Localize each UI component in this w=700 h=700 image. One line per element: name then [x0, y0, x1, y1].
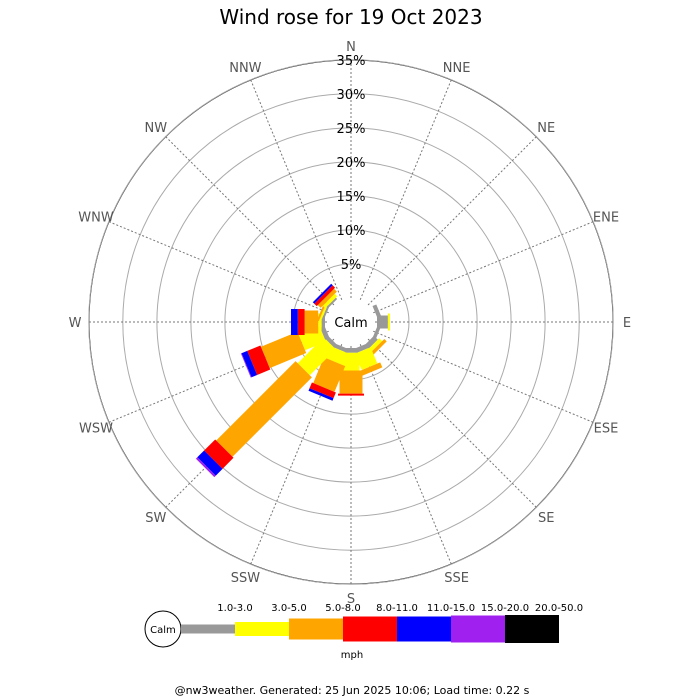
- radial-tick-label: 10%: [337, 224, 366, 239]
- radial-tick-label: 35%: [337, 54, 366, 69]
- legend-band-label: 3.0-5.0: [271, 603, 306, 614]
- legend-unit-label: mph: [341, 650, 363, 661]
- direction-label-w: W: [69, 316, 82, 331]
- bar-wsw-8.0-11.0: [247, 345, 271, 375]
- bar-nw-11.0-15.0: [312, 283, 333, 304]
- bar-wsw-5.0-8.0: [261, 331, 307, 369]
- bar-e-1.0-3.0: [377, 315, 388, 329]
- speed-legend: Calm mph 1.0-3.0 3.0-5.0 5.0-8.0 8.0-11.0 11…: [144, 603, 583, 661]
- direction-label-nne: NNE: [443, 61, 471, 76]
- direction-label-wnw: WNW: [78, 210, 114, 225]
- bar-ssw-11.0-15.0: [308, 388, 334, 401]
- radial-tick-label: 5%: [341, 258, 362, 273]
- calm-label: Calm: [334, 316, 367, 331]
- calm-circle: [327, 298, 375, 346]
- direction-label-ssw: SSW: [231, 571, 261, 586]
- bar-w-11.0-15.0: [291, 309, 298, 335]
- direction-label-sse: SSE: [444, 571, 469, 586]
- grid-circle-3: [224, 195, 478, 449]
- bar-w-1.0-3.0: [321, 315, 325, 329]
- bar-se-1.0-3.0: [364, 335, 378, 349]
- legend-swatch-11.0-15.0: [397, 616, 451, 642]
- bar-sw-15.0-20.0: [195, 457, 216, 478]
- bar-sw-11.0-15.0: [197, 450, 223, 476]
- bar-ssw-1.0-3.0: [333, 343, 348, 353]
- direction-label-nnw: NNW: [229, 61, 261, 76]
- legend-calm-label: Calm: [150, 625, 176, 636]
- bar-ese-1.0-3.0: [372, 325, 381, 340]
- calm-center: Calm: [327, 298, 375, 346]
- bar-nw-5.0-8.0: [317, 288, 337, 308]
- direction-label-nw: NW: [145, 121, 168, 136]
- legend-swatch-8.0-11.0: [343, 616, 397, 642]
- bar-sw-5.0-8.0: [216, 361, 312, 457]
- wind-bars: [195, 283, 390, 478]
- bar-s-3.0-5.0: [342, 352, 360, 371]
- bar-wsw-11.0-15.0: [241, 350, 258, 378]
- bar-sse-1.0-3.0: [354, 343, 369, 353]
- direction-label-e: E: [623, 316, 631, 331]
- legend-swatch-3.0-5.0: [235, 622, 289, 636]
- legend-band-label: 11.0-15.0: [427, 603, 475, 614]
- radial-tick-labels: 5% 10% 15% 20% 25% 30% 35%: [337, 54, 366, 273]
- bar-nw-3.0-5.0: [322, 293, 338, 309]
- footer-text: @nw3weather. Generated: 25 Jun 2025 10:0…: [175, 684, 530, 697]
- bar-wsw-1.0-3.0: [320, 325, 330, 340]
- grid-circle-5: [156, 127, 546, 517]
- direction-label-n: N: [346, 40, 356, 55]
- legend-band-label: 15.0-20.0: [481, 603, 529, 614]
- legend-band-label: 5.0-8.0: [325, 603, 360, 614]
- bar-e-3.0-5.0: [387, 313, 390, 331]
- legend-swatch-20.0-50.0: [505, 615, 559, 643]
- bar-ssw-8.0-11.0: [309, 382, 336, 399]
- grid-circle-7: [88, 59, 614, 585]
- direction-labels: N NNE NE ENE E ESE SE SSE S SSW SW WSW W WNW NW NNW: [69, 40, 632, 607]
- bar-wnw-1.0-3.0: [322, 305, 330, 319]
- bar-s-5.0-8.0: [339, 370, 363, 394]
- bar-ssw-5.0-8.0: [313, 357, 346, 392]
- bar-w-8.0-11.0: [297, 309, 305, 335]
- bar-wsw-15.0-20.0: [240, 353, 252, 378]
- direction-label-s: S: [347, 592, 355, 607]
- bar-sw-1.0-3.0: [325, 335, 338, 348]
- chart-title: Wind rose for 19 Oct 2023: [219, 5, 482, 29]
- bar-ene-1.0-3.0: [372, 304, 382, 319]
- bar-s-8.0-11.0: [338, 393, 364, 396]
- direction-label-wsw: WSW: [79, 422, 113, 437]
- radial-tick-label: 25%: [337, 122, 366, 137]
- legend-swatch-15.0-20.0: [451, 615, 505, 643]
- direction-label-ne: NE: [537, 121, 555, 136]
- radial-tick-label: 30%: [337, 88, 366, 103]
- legend-swatch-1.0-3.0: [181, 624, 235, 634]
- legend-band-label: 8.0-11.0: [376, 603, 418, 614]
- legend-swatch-5.0-8.0: [289, 618, 343, 640]
- legend-band-label: 20.0-50.0: [535, 603, 583, 614]
- direction-label-se: SE: [538, 511, 554, 526]
- bar-nw-1.0-3.0: [326, 297, 338, 309]
- bar-sse-3.0-5.0: [354, 347, 378, 370]
- bar-sse-5.0-8.0: [358, 362, 383, 377]
- bar-w-5.0-8.0: [304, 310, 319, 334]
- bar-s-1.0-3.0: [344, 348, 358, 353]
- radial-tick-label: 20%: [337, 156, 366, 171]
- bar-sw-3.0-5.0: [297, 337, 336, 376]
- bar-nw-8.0-11.0: [314, 285, 336, 307]
- direction-label-sw: SW: [145, 511, 166, 526]
- direction-label-ese: ESE: [594, 422, 619, 437]
- bar-sw-8.0-11.0: [204, 439, 234, 469]
- direction-label-ene: ENE: [593, 210, 619, 225]
- legend-band-label: 1.0-3.0: [217, 603, 252, 614]
- radial-tick-label: 15%: [337, 190, 366, 205]
